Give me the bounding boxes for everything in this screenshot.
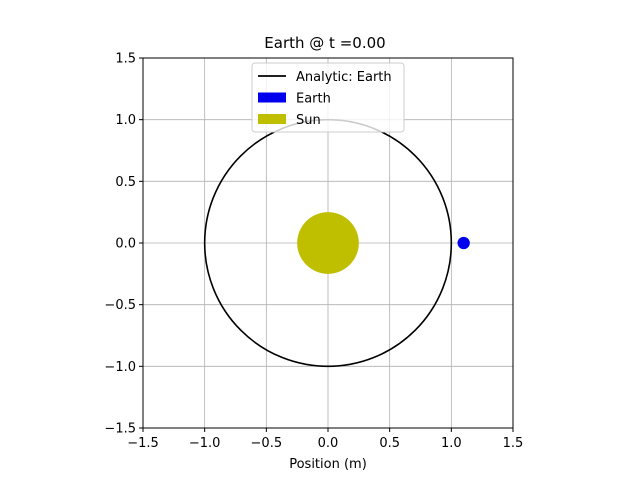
x-axis-label: Position (m) <box>289 457 367 472</box>
x-tick-label: 1.5 <box>503 436 524 451</box>
x-tick-label: 1.0 <box>441 436 462 451</box>
x-tick-label: 0.5 <box>379 436 400 451</box>
y-tick-label: 0.0 <box>115 237 136 252</box>
chart-title: Earth @ t =0.00 <box>264 34 385 52</box>
legend-label-earth: Earth <box>296 92 331 107</box>
legend-box <box>251 62 405 133</box>
y-tick-label: −1.0 <box>104 360 136 375</box>
legend-label-sun: Sun <box>296 113 321 128</box>
body-sun <box>297 212 359 274</box>
y-tick-label: 1.5 <box>115 52 136 67</box>
legend-swatch-earth <box>258 92 286 103</box>
body-earth <box>457 236 470 250</box>
x-tick-label: 0.0 <box>318 436 339 451</box>
y-tick-label: 1.0 <box>115 113 136 128</box>
x-tick-label: −0.5 <box>251 436 283 451</box>
legend-swatch-sun <box>258 114 286 124</box>
x-tick-label: −1.5 <box>127 436 159 451</box>
legend: Analytic: Earth Earth Sun <box>251 62 405 133</box>
axis-ticks: −1.5 −1.0 −0.5 0.0 0.5 1.0 1.5 −1.5 −1.0 −0.5 0.0 0… <box>104 52 523 452</box>
y-tick-label: −0.5 <box>104 298 136 313</box>
y-tick-label: −1.5 <box>104 422 136 437</box>
legend-label-analytic-earth: Analytic: Earth <box>296 70 392 85</box>
y-tick-label: 0.5 <box>115 175 136 190</box>
x-tick-label: −1.0 <box>189 436 221 451</box>
